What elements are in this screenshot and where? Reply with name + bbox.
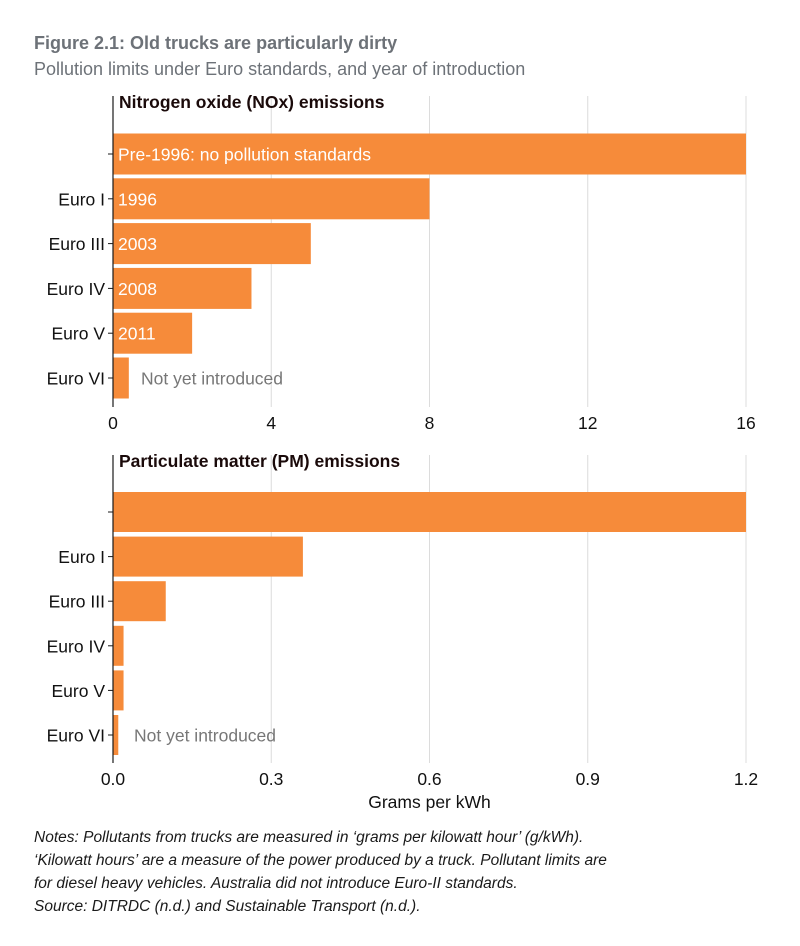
category-label: Euro V — [52, 324, 106, 344]
x-tick-label: 0.0 — [101, 769, 126, 789]
bar-label: 2003 — [118, 234, 157, 254]
category-label: Euro IV — [47, 636, 106, 656]
annotation-not-yet-introduced: Not yet introduced — [134, 726, 276, 746]
category-label: Euro I — [58, 547, 105, 567]
category-label: Euro V — [52, 681, 106, 701]
figure-subtitle: Pollution limits under Euro standards, a… — [34, 59, 526, 79]
x-tick-label: 0 — [108, 413, 118, 433]
bar — [113, 267, 252, 309]
bar — [113, 492, 746, 532]
bar — [113, 536, 303, 577]
bar-label: 2008 — [118, 279, 157, 299]
bar-label: 2011 — [118, 324, 156, 344]
bar-label: 1996 — [118, 189, 157, 209]
bar — [113, 715, 119, 755]
notes-line: ‘Kilowatt hours’ are a measure of the po… — [34, 852, 607, 869]
bar — [113, 312, 193, 354]
x-tick-label: 12 — [578, 413, 597, 433]
bar — [113, 581, 166, 622]
x-axis-title: Grams per kWh — [368, 792, 491, 812]
category-label: Euro VI — [47, 726, 105, 746]
bar — [113, 223, 311, 265]
x-tick-label: 4 — [266, 413, 276, 433]
bar — [113, 357, 129, 399]
x-tick-label: 16 — [736, 413, 755, 433]
category-label: Euro I — [58, 189, 105, 209]
x-tick-label: 0.9 — [576, 769, 600, 789]
panel-title: Particulate matter (PM) emissions — [119, 451, 400, 471]
category-label: Euro VI — [47, 369, 105, 389]
bar — [113, 133, 746, 175]
category-label: Euro III — [49, 592, 105, 612]
category-label: Euro IV — [47, 279, 106, 299]
x-tick-label: 1.2 — [734, 769, 758, 789]
notes-line: Notes: Pollutants from trucks are measur… — [34, 829, 584, 846]
x-tick-label: 0.3 — [259, 769, 283, 789]
x-tick-label: 0.6 — [417, 769, 441, 789]
bar — [113, 178, 430, 220]
category-label: Euro III — [49, 234, 105, 254]
annotation-not-yet-introduced: Not yet introduced — [141, 369, 283, 389]
source-line: Source: DITRDC (n.d.) and Sustainable Tr… — [34, 898, 421, 915]
bar — [113, 670, 124, 711]
figure-title: Figure 2.1: Old trucks are particularly … — [34, 33, 398, 53]
panel-title: Nitrogen oxide (NOx) emissions — [119, 92, 385, 112]
bar-label: Pre-1996: no pollution standards — [118, 145, 371, 165]
x-tick-label: 8 — [425, 413, 435, 433]
notes-block: Notes: Pollutants from trucks are measur… — [34, 826, 774, 918]
notes-line: for diesel heavy vehicles. Australia did… — [34, 875, 518, 892]
bar — [113, 625, 124, 666]
